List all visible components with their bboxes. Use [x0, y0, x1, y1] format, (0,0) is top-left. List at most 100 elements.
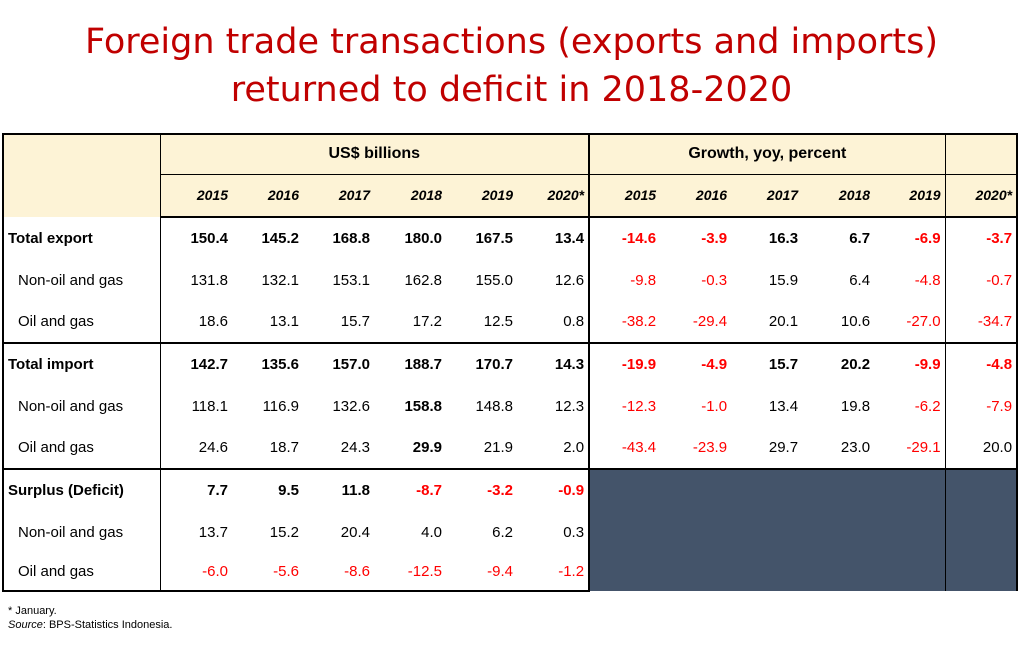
growth-cell: -0.3 [701, 271, 728, 289]
value-cell: 9.5 [232, 468, 303, 511]
group-header-row: US$ billions Growth, yoy, percent [2, 133, 1019, 217]
value-cell: 145.2 [261, 230, 299, 247]
slide-title: Foreign trade transactions (exports and … [0, 18, 1023, 114]
growth-cell: 13.4 [768, 397, 799, 415]
row-label: Surplus (Deficit) [2, 468, 161, 511]
growth-cell: 6.4 [849, 271, 871, 289]
value-cell: 6.2 [492, 523, 513, 541]
year-header: 2018 [802, 173, 875, 218]
growth-cell: 20.2 [802, 342, 875, 385]
value-cell: 13.4 [517, 217, 591, 259]
growth-cell: -14.6 [621, 230, 657, 247]
table-row-total-import: Total import 142.7 135.6 157.0 188.7 170… [2, 342, 1019, 385]
growth-cell: -3.7 [945, 217, 1019, 259]
value-cell: 17.2 [412, 313, 442, 330]
table-row-import-non-oil: Non-oil and gas 118.1 116.9 132.6 158.8 … [2, 385, 1019, 427]
year-header: 2017 [731, 173, 803, 218]
year-header: 2020* [517, 173, 591, 218]
footnote-source: Source: BPS-Statistics Indonesia. [8, 618, 172, 632]
row-label: Total export [2, 217, 161, 259]
table-row-surplus: Surplus (Deficit) 7.7 9.5 11.8 -8.7 -3.2… [2, 468, 1019, 591]
year-header: 2016 [660, 173, 732, 218]
value-cell: -3.2 [446, 468, 517, 511]
growth-cell: -4.8 [945, 342, 1019, 385]
row-label: Non-oil and gas [2, 385, 161, 427]
row-label: Non-oil and gas [2, 511, 161, 553]
year-header: 2020* [945, 173, 1019, 218]
value-cell: -1.2 [517, 553, 591, 592]
growth-cell: -38.2 [621, 313, 657, 330]
trade-table: US$ billions Growth, yoy, percent 2015 2… [2, 133, 1019, 592]
value-cell: 13.1 [269, 313, 299, 330]
value-cell: 21.9 [483, 439, 513, 456]
header-corner-cell [2, 133, 161, 217]
growth-cell: -3.9 [701, 230, 728, 247]
value-cell: -5.6 [232, 553, 303, 592]
value-cell: 157.0 [303, 342, 374, 385]
value-cell: 20.4 [340, 523, 370, 541]
growth-cell: 15.9 [768, 271, 799, 289]
table-row-export-non-oil: Non-oil and gas 131.8 132.1 153.1 162.8 … [2, 259, 1019, 301]
value-cell: 18.6 [198, 313, 228, 330]
value-cell: 142.7 [160, 342, 232, 385]
year-header: 2017 [303, 173, 374, 218]
value-cell: 2.0 [517, 427, 591, 469]
value-cell: 15.2 [269, 523, 299, 541]
value-cell: -8.6 [303, 553, 374, 592]
growth-2020-group-header [945, 133, 1019, 174]
growth-cell: 20.0 [945, 427, 1019, 469]
value-cell: 180.0 [404, 230, 442, 247]
table-row-export-oil: Oil and gas 18.6 13.1 15.7 17.2 12.5 0.8… [2, 301, 1019, 343]
blank-fill-block [944, 468, 1019, 591]
value-cell: 12.5 [483, 313, 513, 330]
growth-cell: -9.9 [874, 342, 946, 385]
value-cell: 153.1 [332, 271, 370, 289]
table-row-import-oil: Oil and gas 24.6 18.7 24.3 29.9 21.9 2.0… [2, 427, 1019, 469]
value-cell: 118.1 [191, 397, 228, 415]
growth-cell: -19.9 [589, 342, 661, 385]
row-label: Oil and gas [2, 427, 161, 469]
value-cell: 13.7 [198, 523, 228, 541]
value-cell: 116.9 [262, 397, 299, 415]
value-cell: 24.6 [198, 439, 228, 456]
value-cell: 0.8 [517, 301, 591, 343]
value-cell: -12.5 [374, 553, 446, 592]
value-cell: 4.0 [421, 523, 442, 541]
growth-cell: 16.3 [768, 230, 799, 247]
value-cell: 188.7 [374, 342, 446, 385]
growth-cell: -4.9 [660, 342, 732, 385]
table-row-total-export: Total export 150.4 145.2 168.8 180.0 167… [2, 217, 1019, 259]
value-cell: 29.9 [412, 439, 442, 456]
value-cell: 162.8 [404, 271, 442, 289]
footnote-note: * January. [8, 605, 57, 617]
title-line-1: Foreign trade transactions (exports and … [84, 22, 939, 62]
value-cell: -8.7 [374, 468, 446, 511]
year-header: 2018 [374, 173, 446, 218]
row-label: Non-oil and gas [2, 259, 161, 301]
value-cell: 11.8 [303, 468, 374, 511]
value-cell: 131.8 [190, 271, 228, 289]
value-cell: 12.6 [517, 259, 591, 301]
value-cell: 15.7 [340, 313, 370, 330]
year-header-row: 2015 2016 2017 2018 2019 2020* 2015 2016… [3, 173, 1019, 218]
value-cell: 168.8 [332, 230, 370, 247]
growth-cell: -9.8 [630, 271, 657, 289]
growth-cell: -43.4 [621, 439, 657, 456]
row-label: Oil and gas [2, 553, 161, 592]
value-cell: 14.3 [517, 342, 591, 385]
value-cell: 132.1 [261, 271, 299, 289]
source-text: : BPS-Statistics Indonesia. [42, 619, 173, 631]
value-cell: 158.8 [404, 397, 442, 415]
value-cell: -0.9 [517, 468, 591, 511]
growth-cell: -7.9 [945, 385, 1019, 427]
table-row-surplus-oil: Oil and gas -6.0 -5.6 -8.6 -12.5 -9.4 -1… [2, 553, 1017, 592]
year-header: 2016 [232, 173, 303, 218]
value-cell: 18.7 [269, 439, 299, 456]
value-cell: 24.3 [340, 439, 370, 456]
growth-cell: -6.9 [874, 217, 946, 259]
growth-cell: -1.0 [701, 397, 728, 415]
value-cell: 7.7 [160, 468, 232, 511]
value-cell: -9.4 [446, 553, 517, 592]
growth-cell: -29.4 [692, 313, 728, 330]
growth-cell: 15.7 [731, 342, 803, 385]
